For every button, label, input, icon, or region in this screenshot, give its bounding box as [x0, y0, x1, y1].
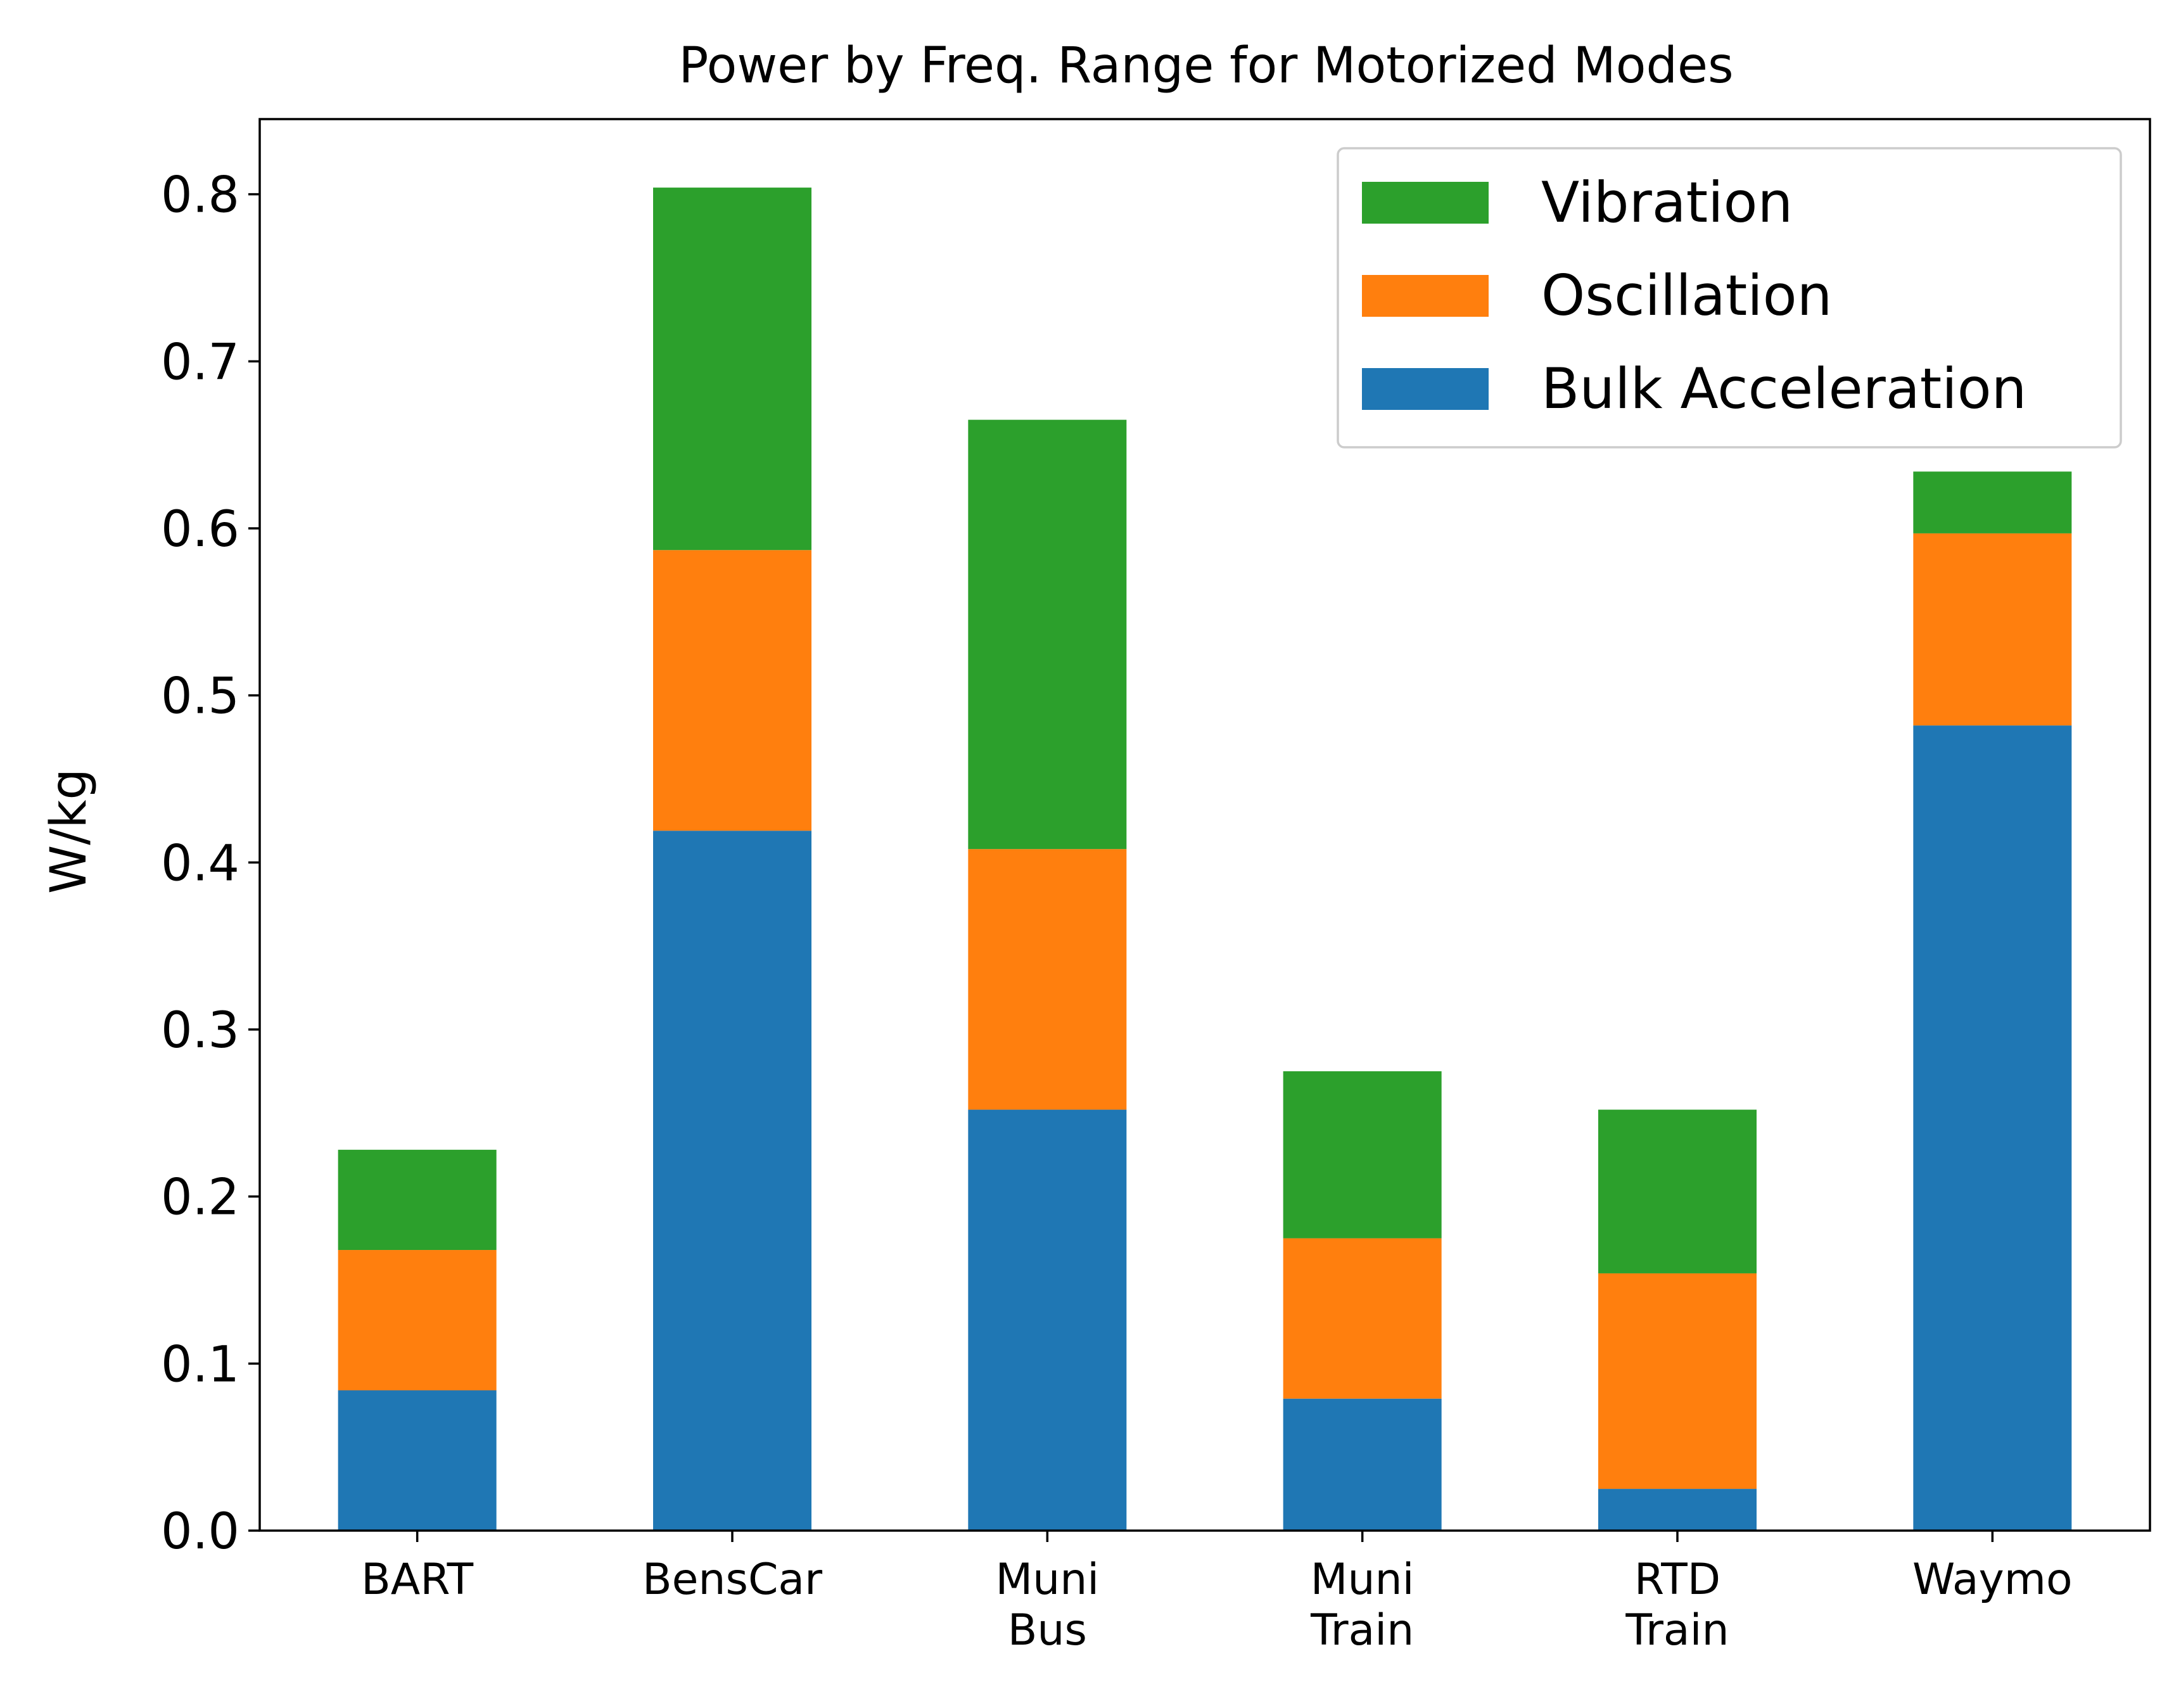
x-tick-label: Train	[1310, 1605, 1414, 1655]
x-tick-label: Muni	[995, 1555, 1099, 1605]
bar-bart-series-2	[338, 1149, 497, 1251]
chart-title: Power by Freq. Range for Motorized Modes	[678, 37, 1733, 94]
x-tick-label: BensCar	[642, 1555, 822, 1605]
x-tick-label: BART	[361, 1555, 473, 1605]
bar-rtd-train-series-2	[1598, 1109, 1757, 1273]
bar-waymo-series-1	[1913, 533, 2072, 726]
x-tick-label: Muni	[1311, 1555, 1415, 1605]
x-tick-label: Bus	[1008, 1605, 1087, 1655]
y-tick-label: 0.1	[161, 1336, 239, 1393]
bar-benscar-series-2	[653, 188, 811, 551]
bar-muni-train-series-2	[1283, 1071, 1442, 1239]
legend-swatch	[1362, 275, 1489, 317]
bar-waymo-series-0	[1913, 725, 2072, 1531]
legend: Vibration Oscillation Bulk Acceleration	[1337, 147, 2122, 449]
bar-muni-train-series-0	[1283, 1398, 1442, 1531]
legend-swatch	[1362, 182, 1489, 224]
y-tick-label: 0.6	[161, 501, 239, 558]
plot-frame	[258, 118, 2151, 1532]
bar-bart-series-1	[338, 1250, 497, 1391]
y-tick-label: 0.7	[161, 334, 239, 391]
y-tick-label: 0.8	[161, 167, 239, 224]
bars	[338, 188, 2072, 1531]
y-tick-label: 0.5	[161, 668, 239, 725]
bar-waymo-series-2	[1913, 471, 2072, 533]
bar-benscar-series-0	[653, 831, 811, 1531]
bar-muni-bus-series-0	[968, 1109, 1127, 1531]
y-tick-label: 0.0	[161, 1503, 239, 1560]
bar-rtd-train-series-0	[1598, 1489, 1757, 1531]
axes: 0.0 0.1 0.2 0.3 0.4 0.5 0.6 0.7 0.8 BART BensCar Mu…	[161, 118, 2151, 1655]
bar-muni-bus-series-1	[968, 849, 1127, 1110]
bar-bart-series-0	[338, 1390, 497, 1531]
y-tick-label: 0.3	[161, 1002, 239, 1059]
legend-label: Bulk Acceleration	[1541, 356, 2026, 421]
x-tick-label: RTD	[1634, 1555, 1720, 1605]
y-axis-label: W/kg	[41, 768, 98, 894]
bar-muni-train-series-1	[1283, 1238, 1442, 1399]
y-tick-label: 0.4	[161, 835, 239, 892]
bar-muni-bus-series-2	[968, 419, 1127, 850]
legend-swatch	[1362, 368, 1489, 410]
bar-benscar-series-1	[653, 550, 811, 831]
y-tick-label: 0.2	[161, 1169, 239, 1227]
legend-label: Oscillation	[1541, 263, 1832, 328]
legend-label: Vibration	[1541, 170, 1793, 235]
bar-rtd-train-series-1	[1598, 1273, 1757, 1489]
x-tick-label: Train	[1625, 1605, 1729, 1655]
x-tick-label: Waymo	[1912, 1555, 2073, 1605]
legend-frame	[1337, 147, 2122, 449]
